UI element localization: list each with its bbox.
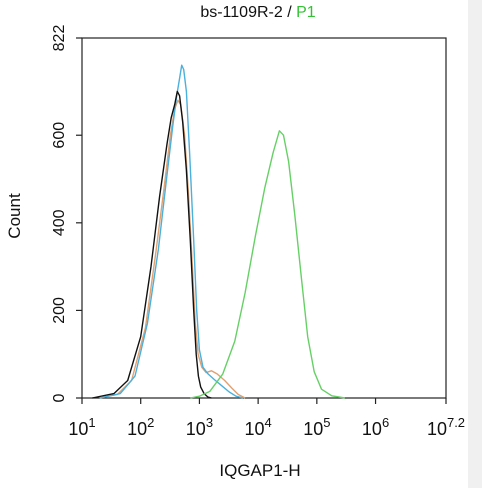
title-sample: bs-1109R-2	[200, 4, 283, 21]
x-axis-label: IQGAP1-H	[219, 461, 300, 480]
histogram-series-line-4	[190, 130, 346, 399]
histogram-chart: bs-1109R-2 / P1 101 102 103 104 105 106 107.2 …	[5, 4, 465, 480]
y-axis: 0 200 400 600 822	[51, 25, 82, 402]
series-layer	[92, 64, 346, 399]
plot-area	[81, 37, 447, 399]
histogram-series-line-1	[99, 99, 246, 399]
title-separator: /	[283, 4, 296, 21]
x-tick-label: 105	[303, 415, 330, 439]
y-tick-label: 400	[51, 209, 68, 236]
x-tick-label: 101	[68, 415, 95, 439]
y-axis-label: Count	[5, 193, 24, 239]
x-tick-label: 104	[244, 415, 271, 439]
y-tick-label: 0	[51, 393, 68, 402]
y-tick-label: 600	[51, 122, 68, 149]
chart-title: bs-1109R-2 / P1	[200, 4, 315, 21]
y-tick-label: 200	[51, 297, 68, 324]
x-tick-label: 102	[127, 415, 154, 439]
x-axis: 101 102 103 104 105 106 107.2	[68, 398, 465, 439]
x-tick-label: 106	[362, 415, 389, 439]
x-tick-label: 103	[186, 415, 213, 439]
y-tick-label: 822	[51, 25, 68, 52]
side-panel-strip	[468, 0, 482, 488]
x-tick-label: 107.2	[427, 415, 465, 439]
title-gate: P1	[296, 4, 316, 21]
histogram-series-line-3	[92, 90, 212, 399]
